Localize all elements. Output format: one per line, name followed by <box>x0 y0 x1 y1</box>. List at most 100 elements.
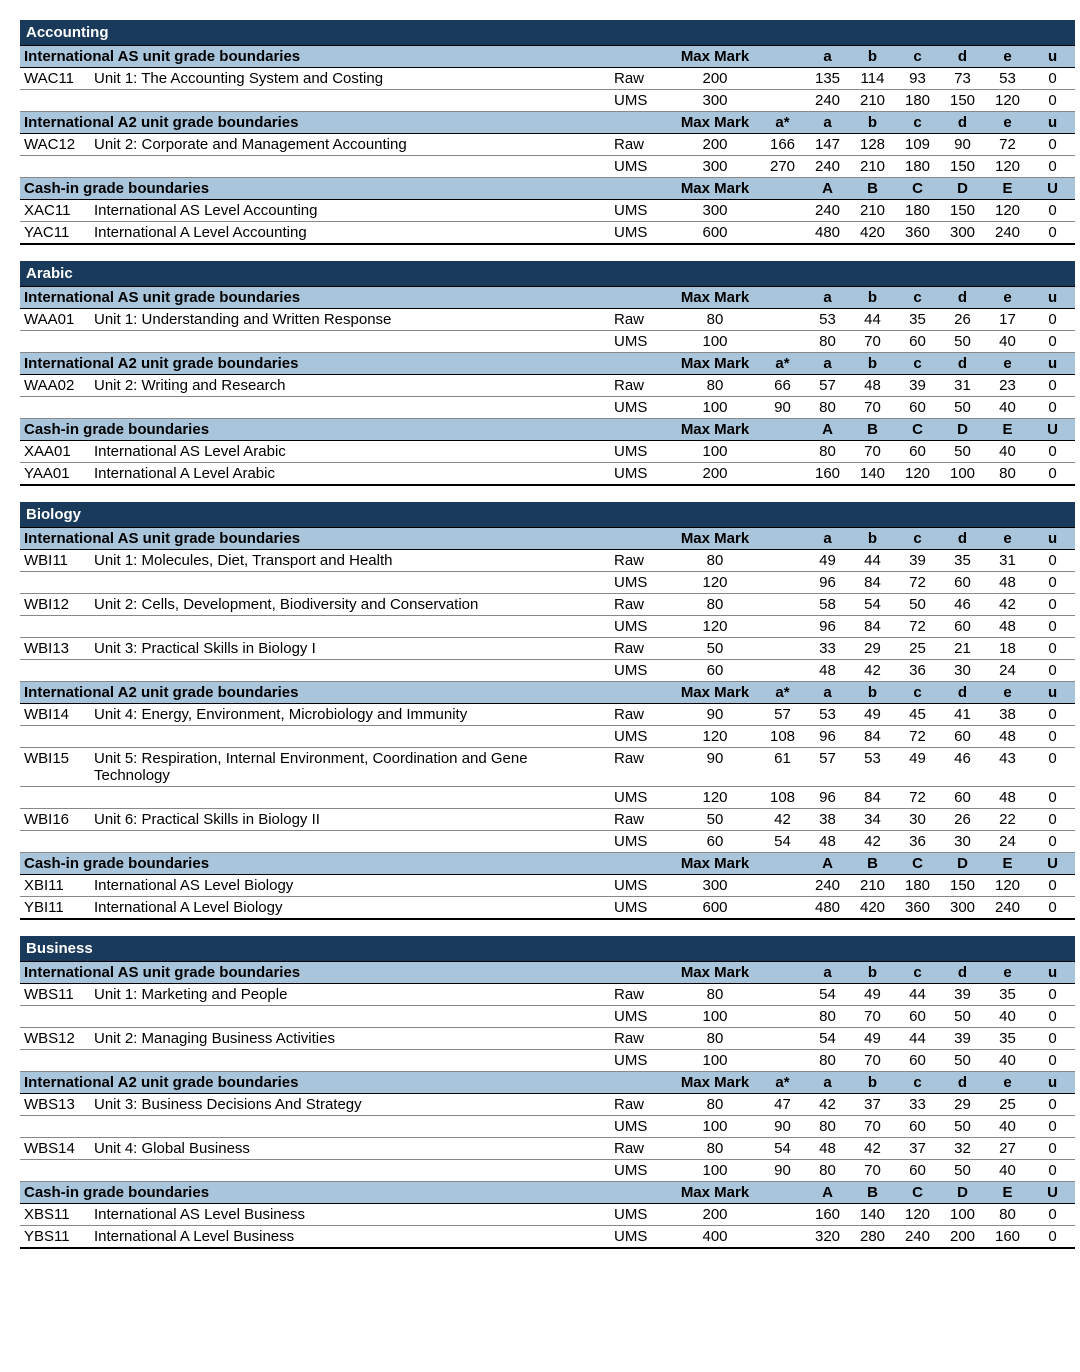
grade-value: 50 <box>895 594 940 616</box>
grade-value: 96 <box>805 726 850 748</box>
grade-value: 46 <box>940 748 985 787</box>
empty <box>90 572 610 594</box>
max-mark-header: Max Mark <box>670 353 760 375</box>
grade-value: 0 <box>1030 1160 1075 1182</box>
data-row: UMS1009080706050400 <box>20 1160 1075 1182</box>
empty <box>90 616 610 638</box>
grade-header: E <box>985 419 1030 441</box>
grade-value: 44 <box>895 1028 940 1050</box>
unit-desc: International AS Level Arabic <box>90 441 610 463</box>
data-row: UMS12010896847260480 <box>20 787 1075 809</box>
data-row: XBS11International AS Level BusinessUMS2… <box>20 1204 1075 1226</box>
grade-value: 60 <box>895 397 940 419</box>
section-title: International A2 unit grade boundaries <box>20 112 670 134</box>
grade-value <box>760 594 805 616</box>
unit-desc: Unit 1: Marketing and People <box>90 984 610 1006</box>
grade-header: d <box>940 962 985 984</box>
grade-value: 40 <box>985 331 1030 353</box>
unit-code: YAC11 <box>20 222 90 245</box>
grade-value: 25 <box>895 638 940 660</box>
data-row: WBI15Unit 5: Respiration, Internal Envir… <box>20 748 1075 787</box>
max-mark: 100 <box>670 1006 760 1028</box>
grade-value: 61 <box>760 748 805 787</box>
grade-value: 0 <box>1030 638 1075 660</box>
grade-value: 0 <box>1030 309 1075 331</box>
data-row: UMS12010896847260480 <box>20 726 1075 748</box>
grade-value: 147 <box>805 134 850 156</box>
grade-header: c <box>895 962 940 984</box>
mark-type: UMS <box>610 726 670 748</box>
grade-value: 210 <box>850 200 895 222</box>
grade-header: U <box>1030 853 1075 875</box>
data-row: YBI11International A Level BiologyUMS600… <box>20 897 1075 920</box>
section-header: International A2 unit grade boundariesMa… <box>20 1072 1075 1094</box>
grade-value: 26 <box>940 809 985 831</box>
grade-value: 60 <box>895 1050 940 1072</box>
grade-value: 24 <box>985 660 1030 682</box>
empty <box>20 831 90 853</box>
mark-type: Raw <box>610 309 670 331</box>
grade-value: 60 <box>895 441 940 463</box>
unit-desc: Unit 2: Writing and Research <box>90 375 610 397</box>
grade-value: 23 <box>985 375 1030 397</box>
max-mark: 200 <box>670 68 760 90</box>
grade-header: b <box>850 682 895 704</box>
section-title: International A2 unit grade boundaries <box>20 353 670 375</box>
unit-code: WAA01 <box>20 309 90 331</box>
mark-type: UMS <box>610 787 670 809</box>
data-row: UMS12096847260480 <box>20 616 1075 638</box>
grade-value: 72 <box>895 572 940 594</box>
grade-value: 35 <box>985 1028 1030 1050</box>
grade-value: 36 <box>895 660 940 682</box>
grade-value: 240 <box>985 222 1030 245</box>
grade-value: 30 <box>895 809 940 831</box>
grade-header: C <box>895 419 940 441</box>
grade-value: 150 <box>940 200 985 222</box>
max-mark-header: Max Mark <box>670 287 760 309</box>
data-row: WBI16Unit 6: Practical Skills in Biology… <box>20 809 1075 831</box>
grade-value: 0 <box>1030 831 1075 853</box>
grade-header: D <box>940 419 985 441</box>
unit-code: WAC11 <box>20 68 90 90</box>
grade-value: 0 <box>1030 572 1075 594</box>
grade-value: 120 <box>985 156 1030 178</box>
grade-value: 21 <box>940 638 985 660</box>
mark-type: Raw <box>610 550 670 572</box>
grade-value: 420 <box>850 897 895 920</box>
grade-value: 70 <box>850 397 895 419</box>
grade-value: 80 <box>985 1204 1030 1226</box>
grade-value: 0 <box>1030 726 1075 748</box>
grade-header: b <box>850 528 895 550</box>
grade-value: 37 <box>850 1094 895 1116</box>
empty <box>20 156 90 178</box>
grade-value: 360 <box>895 897 940 920</box>
grade-header: E <box>985 1182 1030 1204</box>
max-mark: 80 <box>670 1138 760 1160</box>
empty <box>90 1006 610 1028</box>
max-mark: 400 <box>670 1226 760 1249</box>
grade-value: 360 <box>895 222 940 245</box>
max-mark: 80 <box>670 309 760 331</box>
data-row: WBS13Unit 3: Business Decisions And Stra… <box>20 1094 1075 1116</box>
empty <box>20 1050 90 1072</box>
grade-value: 0 <box>1030 200 1075 222</box>
unit-desc: Unit 2: Corporate and Management Account… <box>90 134 610 156</box>
grade-value <box>760 572 805 594</box>
grade-value: 35 <box>895 309 940 331</box>
grade-header: b <box>850 353 895 375</box>
grade-value: 60 <box>940 616 985 638</box>
grade-header: a <box>805 528 850 550</box>
grade-value: 240 <box>895 1226 940 1249</box>
grade-header <box>760 287 805 309</box>
grade-value: 70 <box>850 441 895 463</box>
max-mark: 300 <box>670 156 760 178</box>
grade-value: 54 <box>850 594 895 616</box>
grade-value: 0 <box>1030 875 1075 897</box>
grade-value: 40 <box>985 1116 1030 1138</box>
section-title: International AS unit grade boundaries <box>20 46 670 68</box>
grade-header: B <box>850 419 895 441</box>
max-mark: 300 <box>670 90 760 112</box>
unit-code: XBI11 <box>20 875 90 897</box>
empty <box>90 726 610 748</box>
mark-type: UMS <box>610 441 670 463</box>
